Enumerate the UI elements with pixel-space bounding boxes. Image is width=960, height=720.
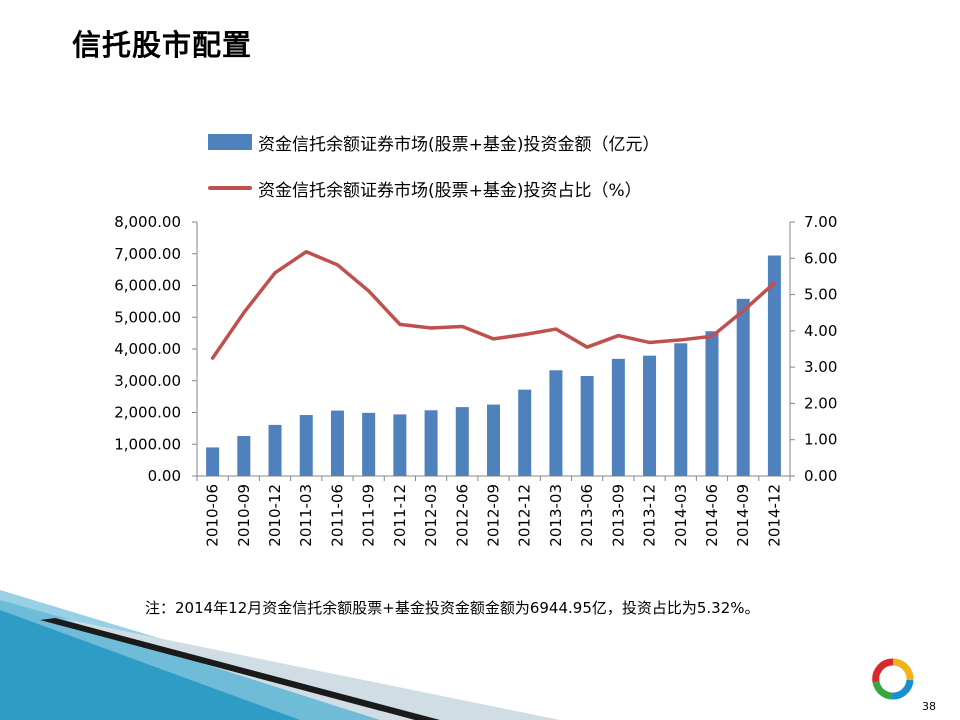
slide-title: 信托股市配置 (72, 28, 253, 62)
y-left-tick-label: 1,000.00 (114, 435, 181, 453)
x-tick-label: 2013-12 (641, 484, 659, 547)
y-right-tick-label: 6.00 (804, 249, 837, 267)
x-tick-label: 2012-12 (516, 484, 534, 547)
legend-item-line: 资金信托余额证券市场(股票+基金)投资占比（%） (208, 172, 660, 204)
ratio-point-2014-12 (772, 281, 776, 285)
x-tick-label: 2013-06 (578, 484, 596, 547)
ratio-point-2010-09 (242, 311, 246, 315)
ratio-point-2011-06 (335, 263, 339, 267)
x-tick-label: 2014-03 (672, 484, 690, 547)
y-left-tick-label: 7,000.00 (114, 245, 181, 263)
ratio-point-2013-12 (648, 340, 652, 344)
ratio-point-2010-06 (211, 356, 215, 360)
ratio-point-2011-09 (367, 289, 371, 293)
legend-line-label: 资金信托余额证券市场(股票+基金)投资占比（%） (258, 180, 642, 201)
bar-2012-09 (487, 404, 500, 476)
bar-2014-09 (736, 298, 750, 476)
legend-item-bar: 资金信托余额证券市场(股票+基金)投资金额（亿元） (208, 126, 660, 158)
x-tick-label: 2014-06 (703, 484, 721, 547)
x-tick-label: 2011-03 (297, 484, 315, 547)
legend-line-swatch (208, 186, 252, 190)
bar-2014-03 (674, 343, 688, 476)
ratio-point-2012-12 (523, 332, 527, 336)
y-right-tick-label: 2.00 (804, 394, 837, 412)
ratio-point-2012-09 (492, 337, 495, 341)
y-left-tick-label: 8,000.00 (114, 213, 181, 231)
x-tick-label: 2010-06 (204, 484, 222, 547)
x-tick-label: 2010-09 (235, 484, 253, 547)
y-right-tick-label: 4.00 (804, 322, 837, 340)
legend-bar-label: 资金信托余额证券市场(股票+基金)投资金额（亿元） (258, 134, 660, 155)
ratio-point-2013-03 (554, 327, 558, 331)
ratio-point-2011-03 (304, 250, 308, 254)
y-left-tick-label: 4,000.00 (114, 340, 181, 358)
y-left-tick-label: 5,000.00 (114, 308, 181, 326)
y-left-tick-label: 0.00 (148, 467, 181, 485)
y-right-tick-label: 0.00 (804, 467, 837, 485)
x-tick-label: 2013-09 (609, 484, 627, 547)
ratio-point-2014-06 (710, 334, 714, 338)
chart-note: 注：2014年12月资金信托余额股票+基金投资金额金额为6944.95亿，投资占… (145, 599, 760, 617)
bar-2010-09 (237, 435, 251, 476)
bar-2011-12 (393, 414, 407, 476)
x-tick-label: 2014-09 (734, 484, 752, 547)
ratio-line-series (210, 250, 777, 360)
bar-2010-06 (206, 447, 220, 476)
y-right-tick-label: 5.00 (804, 286, 837, 304)
ratio-point-2013-09 (616, 334, 620, 338)
bar-2011-03 (299, 415, 313, 476)
ratio-point-2012-06 (460, 325, 464, 329)
ratio-point-2012-03 (429, 326, 433, 330)
y-right-tick-label: 7.00 (804, 213, 837, 231)
bar-2012-12 (518, 389, 532, 476)
ratio-point-2010-12 (273, 271, 277, 275)
x-tick-label: 2011-12 (391, 484, 409, 547)
ratio-point-2014-09 (741, 309, 745, 313)
bar-2011-09 (362, 412, 376, 476)
bar-2010-12 (268, 424, 282, 476)
x-tick-label: 2013-03 (547, 484, 565, 547)
decor-black-stripe (40, 618, 440, 720)
chart-legend: 资金信托余额证券市场(股票+基金)投资金额（亿元） 资金信托余额证券市场(股票+… (208, 126, 660, 218)
bar-2013-03 (549, 370, 563, 476)
bar-2012-06 (455, 407, 469, 476)
bar-2014-12 (767, 255, 781, 476)
ratio-point-2011-12 (398, 322, 402, 326)
bar-2012-03 (424, 410, 438, 476)
bar-2013-09 (611, 358, 625, 476)
company-logo (872, 658, 914, 700)
bar-2013-06 (580, 375, 594, 476)
y-right-tick-label: 3.00 (804, 358, 837, 376)
x-tick-label: 2011-09 (360, 484, 378, 547)
y-left-tick-label: 2,000.00 (114, 404, 181, 422)
x-tick-label: 2014-12 (765, 484, 783, 547)
x-tick-label: 2012-06 (453, 484, 471, 547)
x-tick-label: 2011-06 (328, 484, 346, 547)
legend-bar-swatch (208, 134, 252, 150)
ratio-point-2014-03 (679, 338, 683, 342)
x-tick-label: 2012-09 (485, 484, 503, 547)
bar-2011-06 (330, 410, 344, 476)
bar-2013-12 (643, 355, 657, 476)
y-left-tick-label: 6,000.00 (114, 277, 181, 295)
decor-gray-band (60, 618, 560, 720)
bar-2014-06 (705, 331, 719, 476)
x-tick-label: 2012-03 (422, 484, 440, 547)
ratio-point-2013-06 (585, 345, 589, 349)
y-right-tick-label: 1.00 (804, 431, 837, 449)
x-tick-label: 2010-12 (266, 484, 284, 547)
y-left-tick-label: 3,000.00 (114, 372, 181, 390)
page-number: 38 (922, 700, 936, 713)
